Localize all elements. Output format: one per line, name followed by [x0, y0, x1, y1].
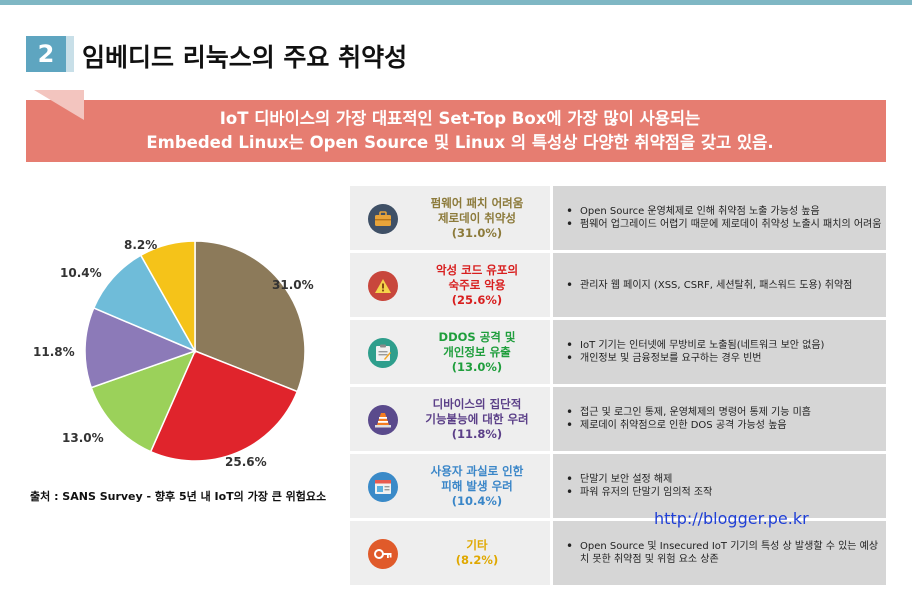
top-accent-bar — [0, 0, 912, 5]
category-label: 사용자 과실로 인한 피해 발생 우려 (10.4%) — [430, 463, 524, 508]
pie-slice-3 — [84, 306, 198, 389]
clipboard-icon — [368, 338, 398, 368]
pie-label-2: 13.0% — [62, 431, 104, 445]
table-row: 디바이스의 집단적 기능불능에 대한 우려 (11.8%) 접근 및 로그인 통… — [350, 387, 886, 451]
pie-label-4: 10.4% — [60, 266, 102, 280]
category-cell: 사용자 과실로 인한 피해 발생 우려 (10.4%) — [350, 454, 550, 518]
banner-line-1: IoT 디바이스의 가장 대표적인 Set-Top Box에 가장 많이 사용되… — [219, 109, 701, 128]
pie-slice-1 — [149, 350, 299, 462]
table-row: 사용자 과실로 인한 피해 발생 우려 (10.4%) 단말기 보안 설정 해제… — [350, 454, 886, 518]
key-icon — [368, 539, 398, 569]
table-row: DDOS 공격 및 개인정보 유출 (13.0%) IoT 기기는 인터넷에 무… — [350, 320, 886, 384]
list-item: 관리자 웹 페이지 (XSS, CSRF, 세션탈취, 패스워드 도용) 취약점 — [566, 279, 884, 292]
list-item: 개인정보 및 금융정보를 요구하는 경우 빈번 — [566, 352, 884, 365]
detail-list: Open Source 및 Insecured IoT 기기의 특성 상 발생할… — [566, 521, 884, 585]
detail-list: 관리자 웹 페이지 (XSS, CSRF, 세션탈취, 패스워드 도용) 취약점 — [566, 253, 884, 317]
category-label: 악성 코드 유포의 숙주로 악용 (25.6%) — [435, 262, 519, 307]
detail-list: 단말기 보안 설정 해제 파워 유저의 단말기 임의적 조작 — [566, 454, 884, 518]
banner-line-2: Embeded Linux는 Open Source 및 Linux 의 특성상… — [146, 133, 774, 152]
category-label: 기타 (8.2%) — [455, 538, 499, 567]
pie-slice-5 — [139, 240, 196, 354]
cone-icon — [368, 405, 398, 435]
banner-fold-decoration — [34, 90, 84, 120]
category-label: 디바이스의 집단적 기능불능에 대한 우려 (11.8%) — [425, 396, 529, 441]
detail-list: 접근 및 로그인 통제, 운영체제의 명령어 통제 기능 미흡 제로데이 취약점… — [566, 387, 884, 451]
list-item: 단말기 보안 설정 해제 — [566, 473, 884, 486]
table-row: 펌웨어 패치 어려움 제로데이 취약성 (31.0%) Open Source … — [350, 186, 886, 250]
pie-label-3: 11.8% — [33, 345, 75, 359]
page-title: 임베디드 리눅스의 주요 취약성 — [82, 43, 408, 72]
list-item: Open Source 및 Insecured IoT 기기의 특성 상 발생할… — [566, 540, 884, 566]
detail-list: Open Source 운영체제로 인해 취약점 노출 가능성 높음 펌웨어 업… — [566, 186, 884, 250]
category-cell: DDOS 공격 및 개인정보 유출 (13.0%) — [350, 320, 550, 384]
warning-icon — [368, 271, 398, 301]
category-cell: 기타 (8.2%) — [350, 521, 550, 585]
category-cell: 악성 코드 유포의 숙주로 악용 (25.6%) — [350, 253, 550, 317]
briefcase-icon — [368, 204, 398, 234]
table-row: 기타 (8.2%) Open Source 및 Insecured IoT 기기… — [350, 521, 886, 585]
pie-slice-4 — [92, 254, 197, 353]
detail-list: IoT 기기는 인터넷에 무방비로 노출됨(네트워크 보안 없음) 개인정보 및… — [566, 320, 884, 384]
pie-label-1: 25.6% — [225, 455, 267, 469]
list-item: 펌웨어 업그레이드 어렵기 때문에 제로데이 취약성 노출시 패치의 어려움 — [566, 218, 884, 231]
banner-text: IoT 디바이스의 가장 대표적인 Set-Top Box에 가장 많이 사용되… — [60, 107, 860, 155]
list-item: IoT 기기는 인터넷에 무방비로 노출됨(네트워크 보안 없음) — [566, 339, 884, 352]
pie-slice-0 — [194, 240, 306, 393]
list-item: 파워 유저의 단말기 임의적 조작 — [566, 486, 884, 499]
source-caption: 출처 : SANS Survey - 향후 5년 내 IoT의 가장 큰 위험요… — [30, 490, 327, 503]
window-icon — [368, 472, 398, 502]
category-label: DDOS 공격 및 개인정보 유출 (13.0%) — [438, 329, 516, 374]
summary-banner — [26, 100, 886, 162]
pie-slice-2 — [90, 349, 197, 453]
pie-chart-svg — [84, 240, 306, 462]
list-item: Open Source 운영체제로 인해 취약점 노출 가능성 높음 — [566, 205, 884, 218]
section-number-badge: 2 — [26, 36, 74, 72]
table-row: 악성 코드 유포의 숙주로 악용 (25.6%) 관리자 웹 페이지 (XSS,… — [350, 253, 886, 317]
category-cell: 디바이스의 집단적 기능불능에 대한 우려 (11.8%) — [350, 387, 550, 451]
category-label: 펌웨어 패치 어려움 제로데이 취약성 (31.0%) — [430, 195, 524, 240]
list-item: 접근 및 로그인 통제, 운영체제의 명령어 통제 기능 미흡 — [566, 406, 884, 419]
pie-chart: 31.0% 25.6% 13.0% 11.8% 10.4% 8.2% — [30, 228, 350, 478]
watermark-url: http://blogger.pe.kr — [654, 509, 809, 528]
pie-label-5: 8.2% — [124, 238, 158, 252]
list-item: 제로데이 취약점으로 인한 DOS 공격 가능성 높음 — [566, 419, 884, 432]
category-cell: 펌웨어 패치 어려움 제로데이 취약성 (31.0%) — [350, 186, 550, 250]
pie-label-0: 31.0% — [272, 278, 314, 292]
